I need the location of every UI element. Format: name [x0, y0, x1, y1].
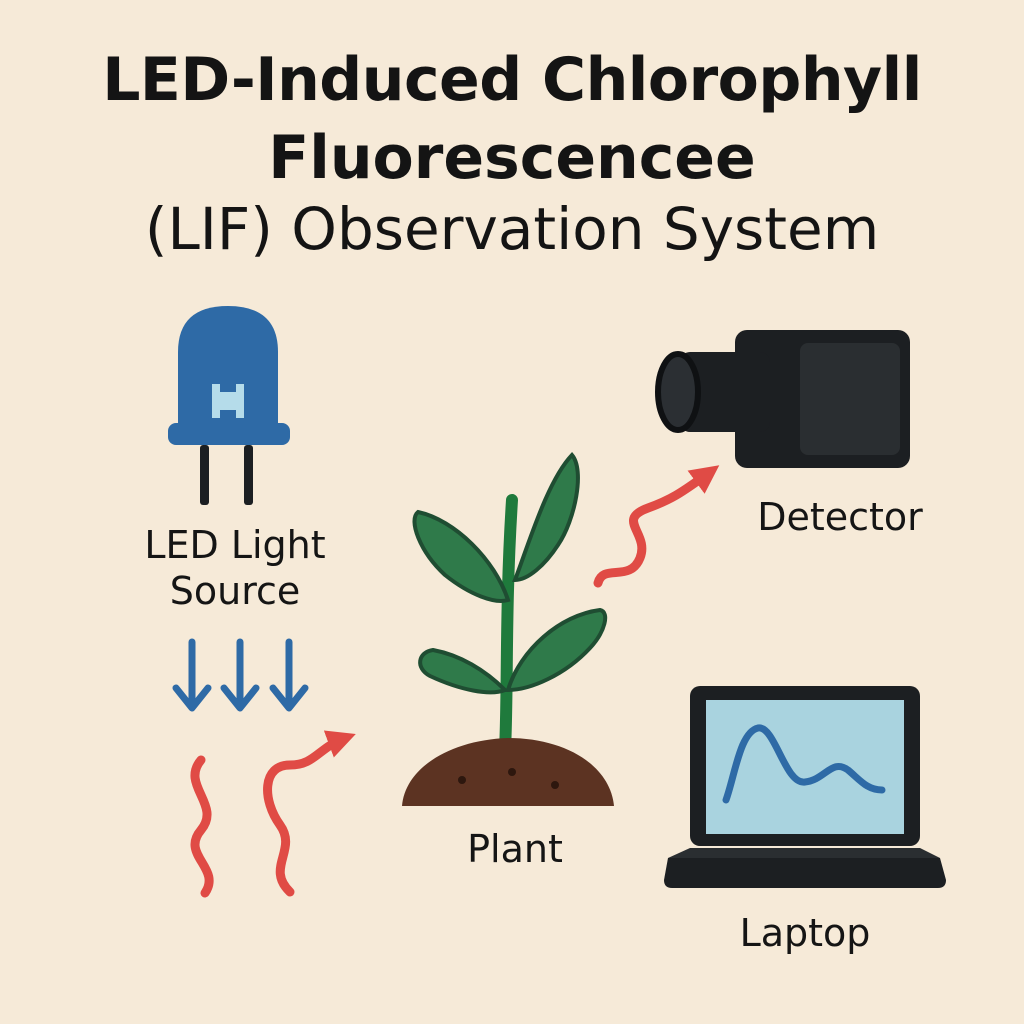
fluorescence-waves [190, 730, 356, 898]
title-line-3: (LIF) Observation System [144, 195, 880, 263]
detector-label: Detector [757, 495, 923, 539]
laptop-label: Laptop [739, 911, 871, 955]
laptop-icon [664, 686, 946, 888]
plant-label: Plant [467, 827, 563, 871]
title-line-1: LED-Induced Chlorophyll [102, 45, 922, 115]
down-arrow-icon [269, 638, 309, 712]
led-label: LED Light Source [120, 522, 350, 614]
title-line-2: Fluorescencee [268, 123, 756, 193]
fluorescence-emission-arrow [593, 465, 720, 588]
down-arrow-icon [220, 638, 260, 712]
spectrum-curve-icon [722, 724, 886, 804]
led-icon [168, 306, 290, 505]
excitation-arrows [172, 638, 309, 712]
wavy-arrow-icon [263, 730, 356, 897]
wavy-line-icon [190, 755, 214, 898]
down-arrow-icon [172, 638, 212, 712]
led-label-line2: Source [169, 569, 301, 613]
plant-seedling-icon [402, 452, 614, 806]
camera-detector-icon [655, 330, 910, 468]
led-label-line1: LED Light [144, 523, 326, 567]
